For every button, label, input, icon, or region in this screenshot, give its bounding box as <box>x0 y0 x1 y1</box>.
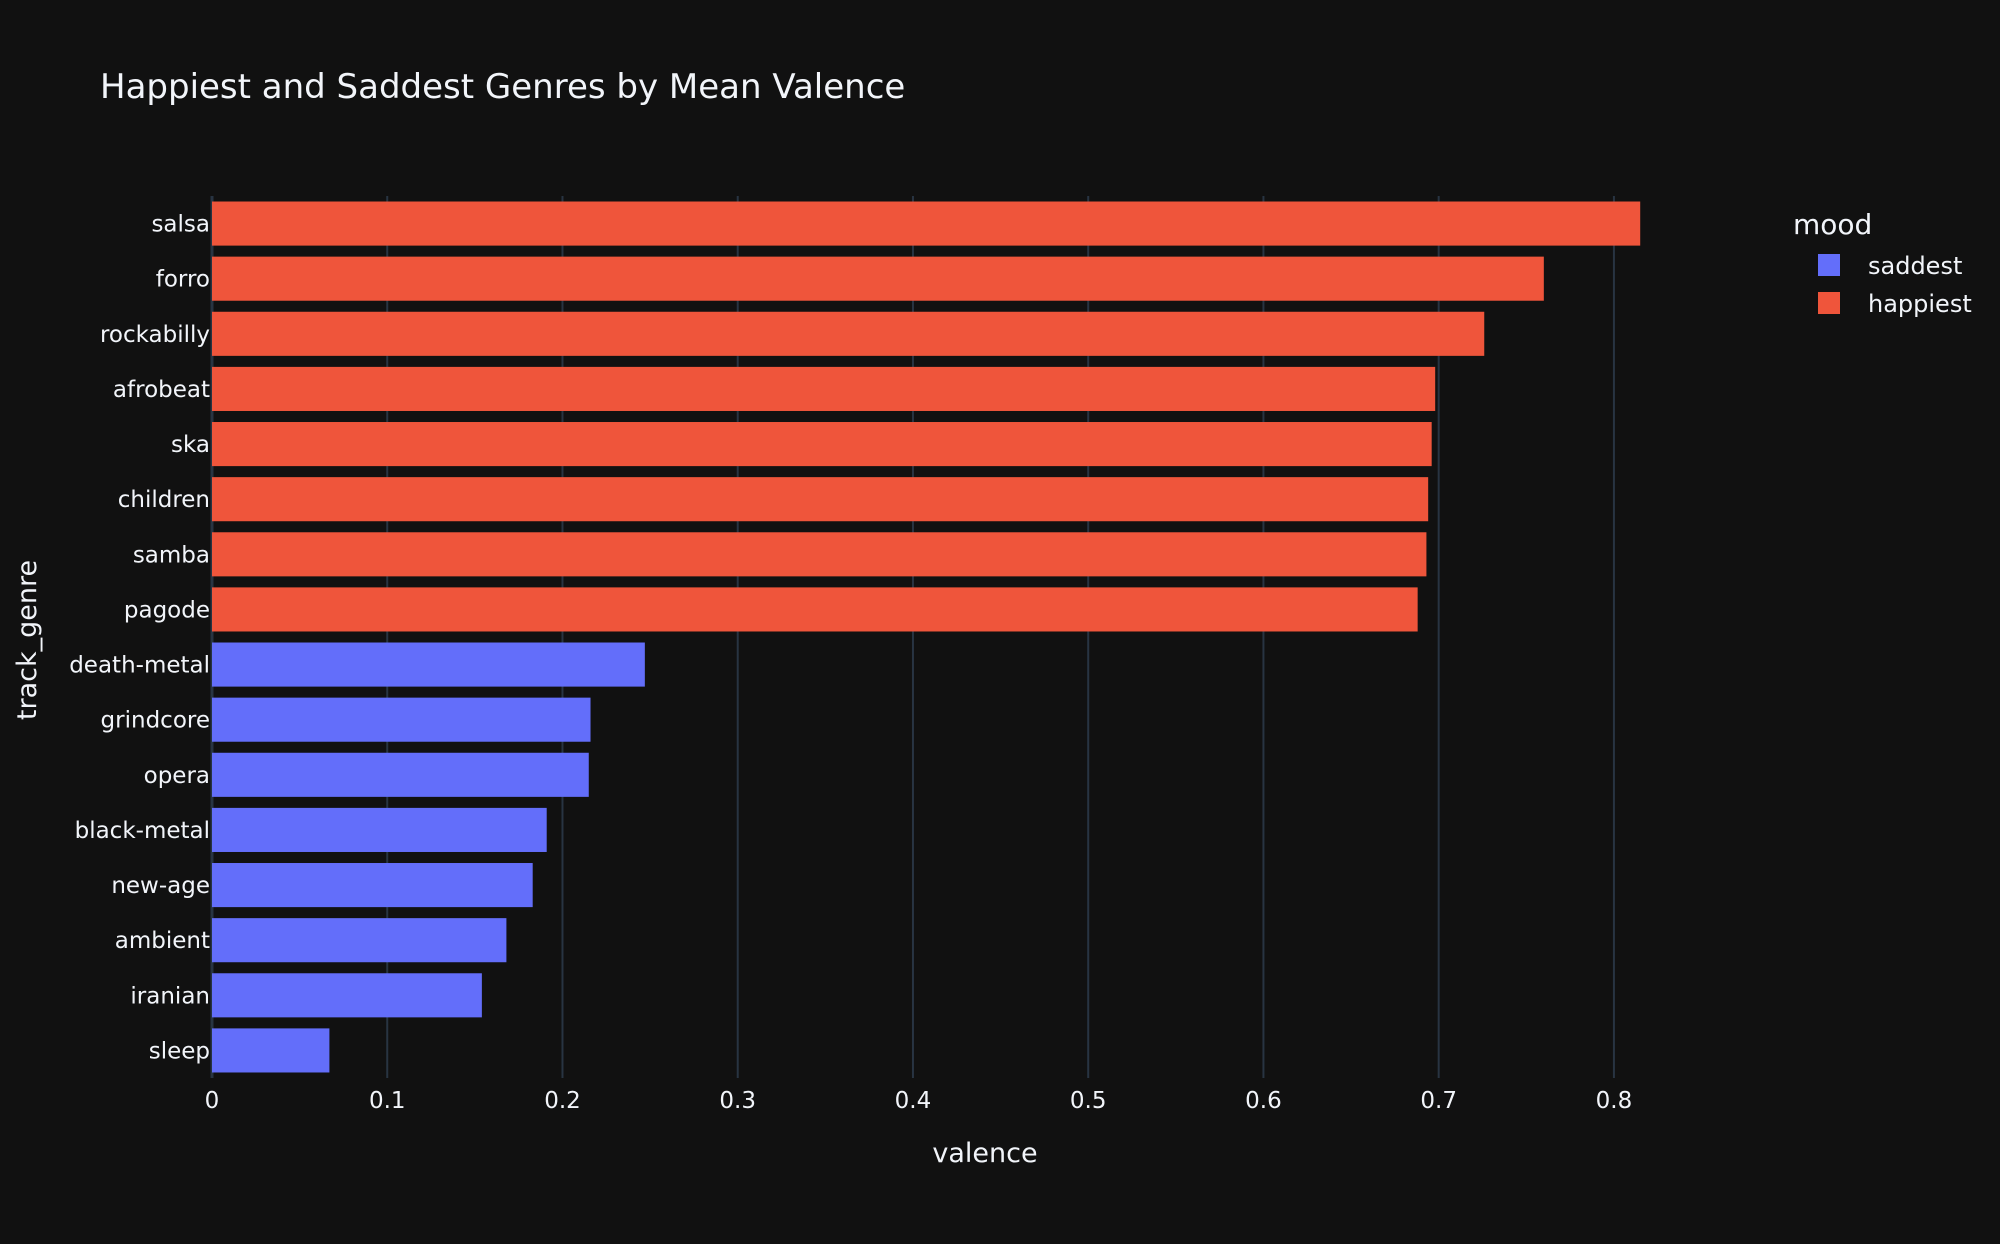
bar-black-metal[interactable] <box>212 807 547 852</box>
bar-grindcore[interactable] <box>212 697 591 742</box>
bar-children[interactable] <box>212 477 1429 522</box>
y-tick-label-opera: opera <box>144 763 210 789</box>
y-tick-label-rockabilly: rockabilly <box>100 322 210 348</box>
y-tick-label-children: children <box>118 487 210 513</box>
bar-opera[interactable] <box>212 752 589 797</box>
legend-item-happiest[interactable]: happiest <box>1818 290 1972 318</box>
legend-item-saddest[interactable]: saddest <box>1818 252 1962 280</box>
bar-rockabilly[interactable] <box>212 311 1485 356</box>
legend-swatch-happiest <box>1818 292 1840 314</box>
y-tick-label-death-metal: death-metal <box>69 653 210 679</box>
bar-forro[interactable] <box>212 256 1544 301</box>
y-tick-label-black-metal: black-metal <box>75 818 210 844</box>
x-tick-label: 0.8 <box>1596 1088 1633 1114</box>
legend-label-saddest: saddest <box>1868 252 1962 280</box>
x-tick-label: 0.3 <box>719 1088 756 1114</box>
legend-label-happiest: happiest <box>1868 290 1972 318</box>
y-tick-label-ambient: ambient <box>115 928 210 954</box>
y-tick-label-afrobeat: afrobeat <box>113 377 210 403</box>
legend[interactable]: mood saddest happiest <box>1793 208 1972 318</box>
y-tick-label-ska: ska <box>171 432 210 458</box>
chart-title: Happiest and Saddest Genres by Mean Vale… <box>100 67 905 107</box>
x-tick-label: 0.1 <box>369 1088 406 1114</box>
x-tick-label: 0.7 <box>1420 1088 1457 1114</box>
y-tick-label-iranian: iranian <box>130 983 210 1009</box>
y-tick-label-samba: samba <box>133 542 210 568</box>
bar-afrobeat[interactable] <box>212 366 1436 411</box>
y-tick-labels: salsa forro rockabilly afrobeat ska children s… <box>69 212 210 1065</box>
y-tick-label-forro: forro <box>156 267 210 293</box>
y-axis-title: track_genre <box>12 560 43 720</box>
bar-ska[interactable] <box>212 422 1432 467</box>
y-tick-label-pagode: pagode <box>124 597 210 623</box>
x-tick-label: 0.5 <box>1070 1088 1107 1114</box>
bar-iranian[interactable] <box>212 973 482 1018</box>
y-tick-label-grindcore: grindcore <box>101 708 210 734</box>
x-tick-labels: 0 0.1 0.2 0.3 0.4 0.5 0.6 0.7 0.8 <box>205 1088 1633 1114</box>
x-tick-label: 0.2 <box>544 1088 581 1114</box>
x-axis-title: valence <box>932 1138 1037 1169</box>
bar-sleep[interactable] <box>212 1028 330 1073</box>
legend-title: mood <box>1793 208 1872 241</box>
y-tick-label-new-age: new-age <box>111 873 210 899</box>
bar-death-metal[interactable] <box>212 642 645 687</box>
x-tick-label: 0.4 <box>895 1088 932 1114</box>
bar-samba[interactable] <box>212 532 1427 577</box>
bar-pagode[interactable] <box>212 587 1418 632</box>
y-tick-label-sleep: sleep <box>149 1038 210 1064</box>
legend-swatch-saddest <box>1818 254 1840 276</box>
y-tick-label-salsa: salsa <box>151 212 210 238</box>
x-tick-label: 0 <box>205 1088 220 1114</box>
x-tick-label: 0.6 <box>1245 1088 1282 1114</box>
bar-ambient[interactable] <box>212 918 507 963</box>
bars <box>212 201 1641 1073</box>
bar-salsa[interactable] <box>212 201 1641 246</box>
bar-new-age[interactable] <box>212 863 533 908</box>
